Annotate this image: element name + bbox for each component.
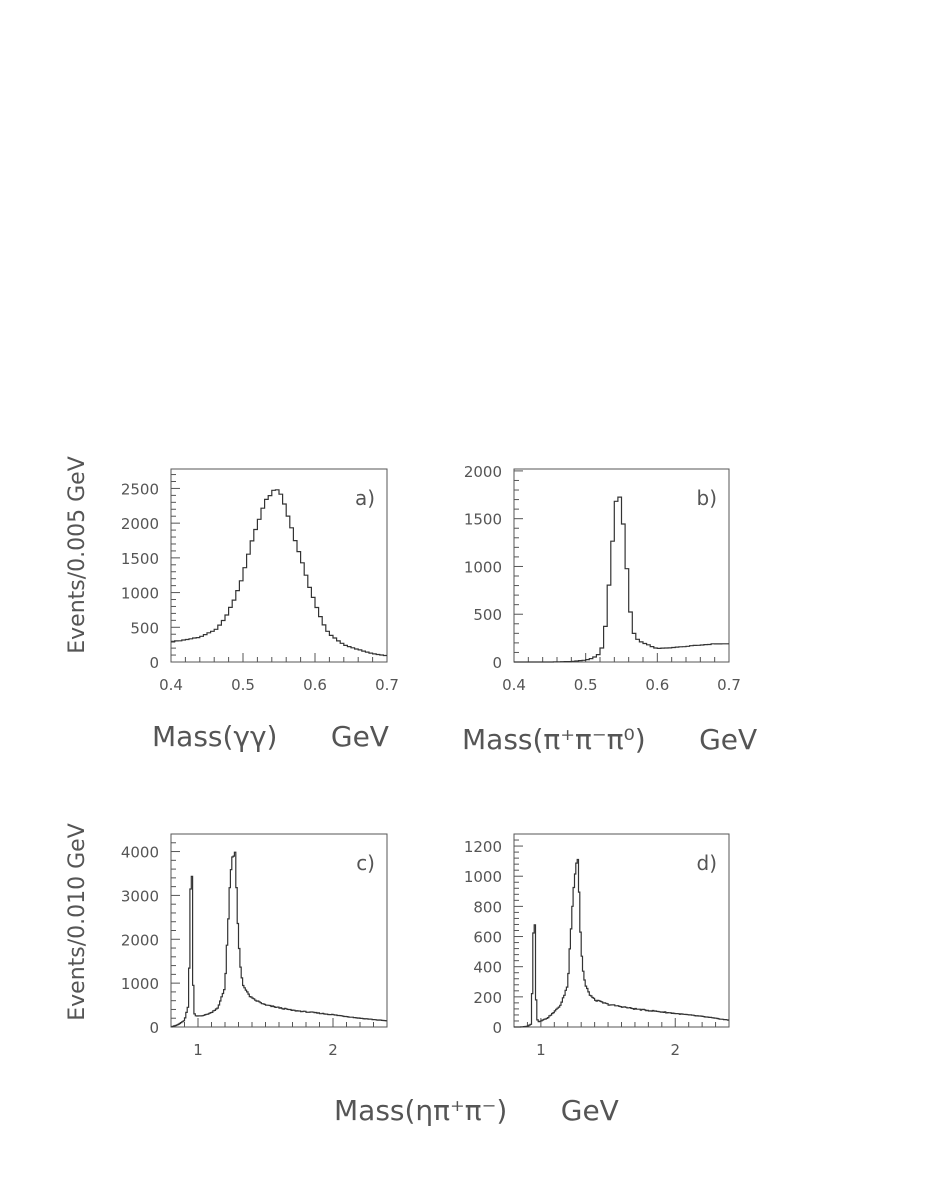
y-tick-label: 200 <box>473 989 502 1007</box>
x-axis-title-a: Mass(γγ) GeV <box>152 720 389 753</box>
y-tick-label: 1000 <box>464 868 502 886</box>
histogram-line <box>171 851 387 1028</box>
chart-panel-2: 0 500 1000 1500 2000 0.4 0.5 0.6 0.7 b) <box>464 463 741 694</box>
x-tick-label: 0.5 <box>574 676 598 694</box>
y-tick-label: 1500 <box>121 550 159 568</box>
y-tick-label: 2000 <box>464 463 502 481</box>
y-tick-label: 1000 <box>121 585 159 603</box>
histogram-line <box>514 496 729 663</box>
y-tick-label: 0 <box>149 654 159 672</box>
x-tick-label: 0.6 <box>645 676 669 694</box>
histogram-line <box>514 858 729 1028</box>
y-tick-label: 0 <box>492 1019 502 1037</box>
y-tick-label: 800 <box>473 898 502 916</box>
x-tick-label: 2 <box>670 1041 680 1059</box>
y-tick-label: 400 <box>473 959 502 977</box>
x-tick-label: 0.4 <box>502 676 526 694</box>
x-tick-label: 0.4 <box>159 676 183 694</box>
plot-frame <box>170 833 388 1028</box>
chart-panel-4: 0 200 400 600 800 1000 1200 1 2 d) <box>464 833 730 1059</box>
x-axis-title-bottom: Mass(ηπ⁺π⁻) GeV <box>334 1094 619 1127</box>
y-tick-label: 500 <box>473 606 502 624</box>
y-tick-label: 4000 <box>121 844 159 862</box>
y-axis-title-top: Events/0.005 GeV <box>65 456 90 654</box>
x-tick-label: 2 <box>328 1041 338 1059</box>
x-tick-label: 0.6 <box>303 676 327 694</box>
panel-label: b) <box>697 486 718 510</box>
y-tick-label: 1000 <box>464 558 502 576</box>
x-tick-label: 1 <box>536 1041 546 1059</box>
y-tick-label: 2500 <box>121 480 159 498</box>
y-tick-label: 1500 <box>464 511 502 529</box>
x-tick-label: 0.7 <box>375 676 399 694</box>
x-tick-label: 1 <box>193 1041 203 1059</box>
y-tick-label: 2000 <box>121 515 159 533</box>
x-tick-label: 0.7 <box>717 676 741 694</box>
histogram-line <box>171 489 387 657</box>
y-tick-label: 0 <box>149 1019 159 1037</box>
panel-label: c) <box>356 851 375 875</box>
x-tick-label: 0.5 <box>231 676 255 694</box>
y-tick-label: 1000 <box>121 975 159 993</box>
y-tick-label: 3000 <box>121 887 159 905</box>
y-tick-label: 2000 <box>121 931 159 949</box>
plot-frame <box>513 468 730 663</box>
chart-panel-1: 0 500 1000 1500 2000 2500 0.4 0.5 0.6 0.7 a) <box>121 468 399 694</box>
y-tick-label: 0 <box>492 654 502 672</box>
y-axis-title-bottom: Events/0.010 GeV <box>65 823 90 1021</box>
y-tick-label: 1200 <box>464 838 502 856</box>
y-tick-label: 500 <box>130 619 159 637</box>
x-axis-title-b: Mass(π⁺π⁻π⁰) GeV <box>462 723 757 756</box>
chart-panel-3: 0 1000 2000 3000 4000 1 2 c) <box>121 833 388 1059</box>
y-tick-label: 600 <box>473 929 502 947</box>
panel-label: a) <box>355 486 375 510</box>
panel-label: d) <box>697 851 718 875</box>
plot-frame <box>170 468 388 663</box>
